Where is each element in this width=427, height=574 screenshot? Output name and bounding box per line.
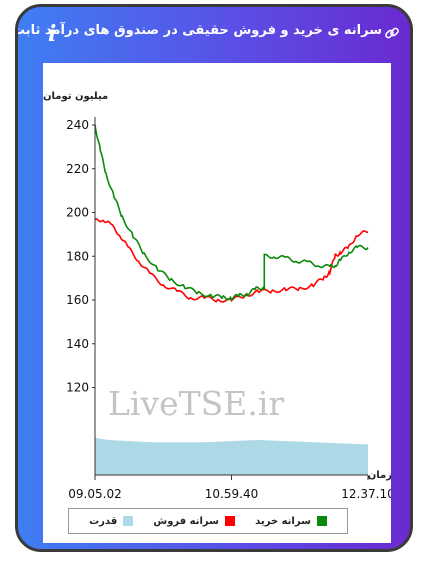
chart-title: سرانه ی خرید و فروش حقیقی در صندوق های د… <box>15 23 382 38</box>
legend-item-sell[interactable]: سرانه فروش <box>153 516 235 527</box>
y-axis-title: میلیون تومان <box>43 91 108 102</box>
x-tick-label: 10.59.40 <box>205 487 258 501</box>
legend-swatch-power <box>123 516 134 526</box>
y-tick-label: 220 <box>66 162 89 176</box>
buy-series-line <box>94 124 369 302</box>
link-icon[interactable] <box>384 25 400 41</box>
chart-legend: سرانه خرید سرانه فروش قدرت <box>68 508 348 534</box>
chart-panel: میلیون تومان 120 140 160 180 200 220 240 LiveT… <box>43 63 391 543</box>
card-header: سرانه ی خرید و فروش حقیقی در صندوق های د… <box>18 7 410 63</box>
legend-label-sell: سرانه فروش <box>153 515 219 527</box>
y-tick-label: 240 <box>66 118 89 132</box>
y-tick-label: 180 <box>66 249 89 263</box>
x-axis-title: زمان <box>368 470 391 481</box>
y-tick-label: 160 <box>66 293 89 307</box>
legend-item-power[interactable]: قدرت <box>89 515 134 527</box>
y-tick-label: 200 <box>66 206 89 220</box>
info-icon[interactable]: i <box>48 21 57 47</box>
sell-series-line <box>94 218 369 303</box>
legend-item-buy[interactable]: سرانه خرید <box>255 516 327 527</box>
x-tick-label: 09.05.02 <box>68 487 121 501</box>
x-tick-label: 12.37.10 <box>341 487 391 501</box>
legend-label-buy: سرانه خرید <box>255 515 311 527</box>
chart-card: سرانه ی خرید و فروش حقیقی در صندوق های د… <box>15 4 413 552</box>
legend-swatch-sell <box>225 516 235 526</box>
legend-label-power: قدرت <box>89 515 118 527</box>
y-tick-label: 140 <box>66 337 89 351</box>
power-area <box>95 437 368 475</box>
watermark: LiveTSE.ir <box>108 384 284 423</box>
legend-swatch-buy <box>316 516 327 526</box>
y-tick-label: 120 <box>66 381 89 395</box>
line-chart: میلیون تومان 120 140 160 180 200 220 240 LiveT… <box>43 91 391 501</box>
